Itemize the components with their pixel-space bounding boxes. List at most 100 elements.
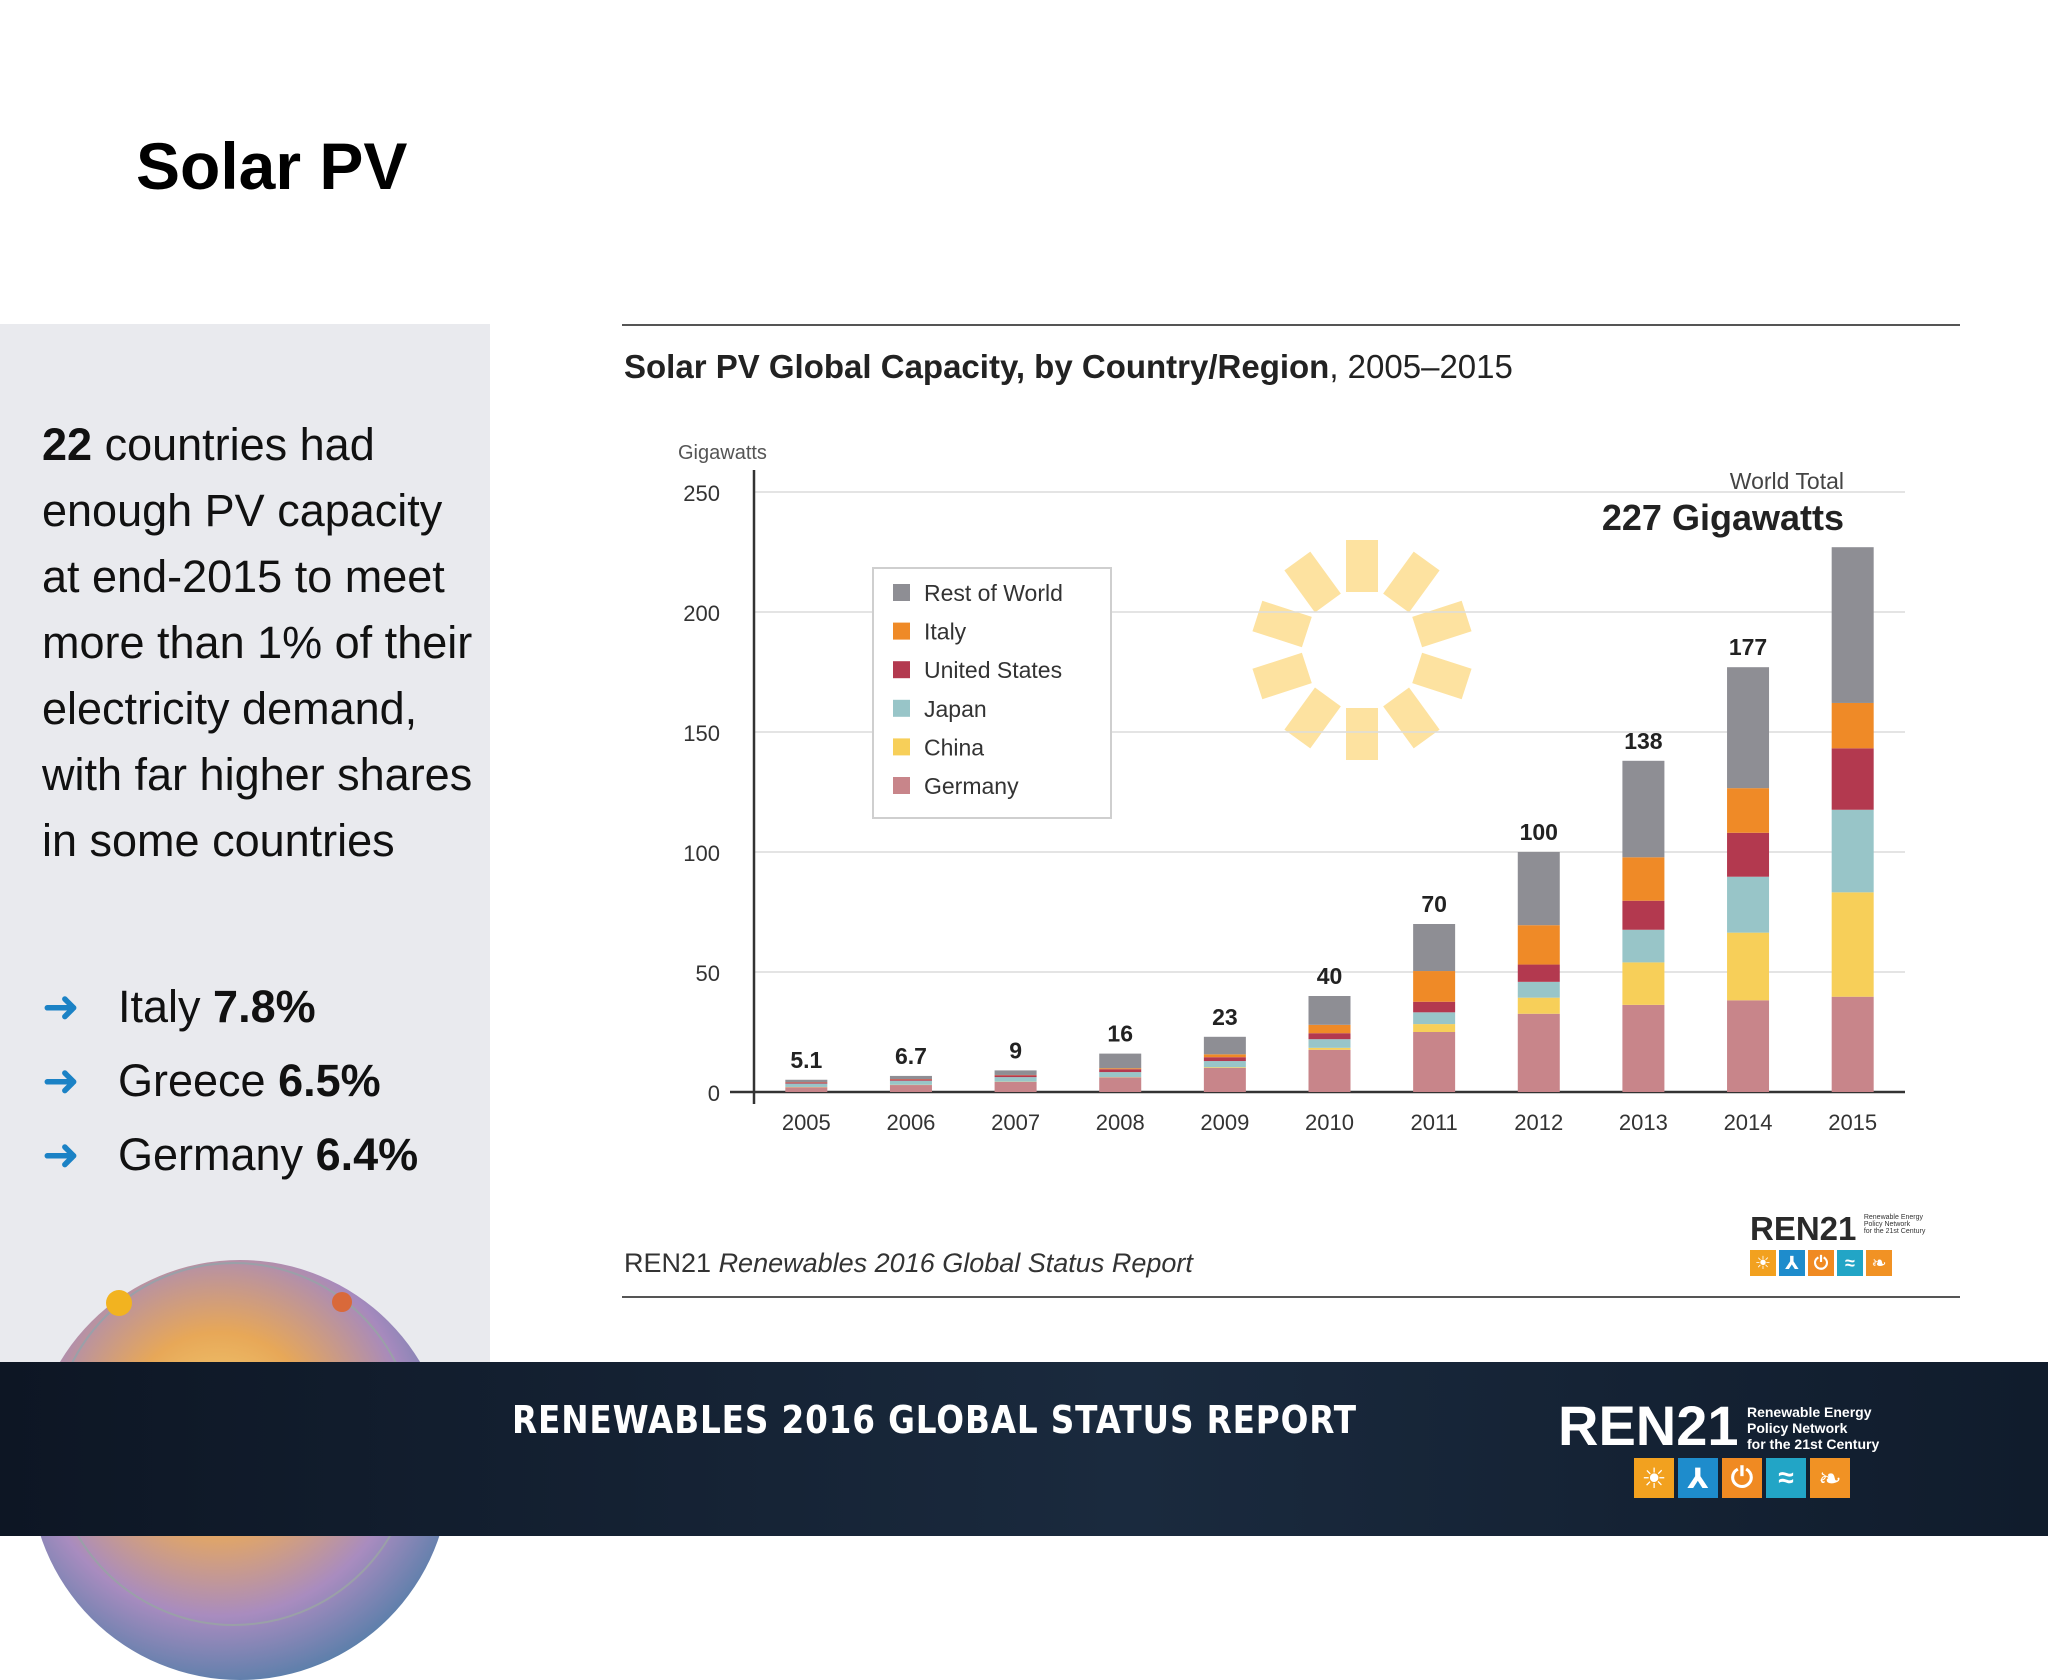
leaf-icon: ❧ xyxy=(1866,1250,1892,1276)
sun-ray-icon xyxy=(1252,653,1311,700)
x-tick-label: 2009 xyxy=(1200,1110,1249,1135)
sun-ray-icon xyxy=(1252,601,1311,648)
power-icon: ⏻ xyxy=(1808,1250,1834,1276)
source-org: REN21 xyxy=(624,1248,711,1278)
bar-total-label: 6.7 xyxy=(895,1043,927,1069)
logo-tiles: ☀⅄⏻≈❧ xyxy=(1634,1458,1879,1498)
sun-ray-icon xyxy=(1284,688,1340,749)
sun-ray-icon xyxy=(1412,601,1471,648)
bar-segment xyxy=(1622,761,1664,857)
bar-total-label: 16 xyxy=(1107,1021,1133,1047)
logo-tag-line: for the 21st Century xyxy=(1864,1228,1925,1235)
bar-segment xyxy=(995,1070,1037,1075)
wind-icon: ⅄ xyxy=(1779,1250,1805,1276)
bar-segment xyxy=(1727,833,1769,877)
bar-total-label: 23 xyxy=(1212,1004,1238,1030)
legend-label: Italy xyxy=(924,619,967,645)
water-icon: ≈ xyxy=(1837,1250,1863,1276)
logo-word: REN21 xyxy=(1558,1398,1739,1454)
bar-segment xyxy=(1099,1069,1141,1072)
bar-total-label: 40 xyxy=(1317,963,1343,989)
x-tick-label: 2012 xyxy=(1514,1110,1563,1135)
x-tick-label: 2005 xyxy=(782,1110,831,1135)
bar-segment xyxy=(785,1087,827,1092)
bar-segment xyxy=(1518,1014,1560,1092)
bar-segment xyxy=(1204,1067,1246,1068)
bar-segment xyxy=(1622,901,1664,930)
bar-segment xyxy=(1099,1054,1141,1069)
bar-segment xyxy=(1518,965,1560,982)
bar-segment xyxy=(785,1082,827,1083)
logo-word: REN21 xyxy=(1750,1210,1856,1248)
legend-swatch xyxy=(893,700,910,717)
bar-segment xyxy=(1518,998,1560,1014)
bar-segment xyxy=(890,1076,932,1079)
legend-swatch xyxy=(893,584,910,601)
bar-segment xyxy=(785,1080,827,1082)
y-tick-label: 50 xyxy=(696,961,720,986)
bar-segment xyxy=(1832,810,1874,893)
bar-segment xyxy=(1727,667,1769,788)
bar-segment xyxy=(1413,1024,1455,1032)
annotation-label: World Total xyxy=(1730,468,1844,494)
legend-swatch xyxy=(893,661,910,678)
legend-swatch xyxy=(893,623,910,640)
bar-segment xyxy=(1413,1002,1455,1013)
bar-segment xyxy=(1204,1054,1246,1057)
x-tick-label: 2011 xyxy=(1410,1110,1457,1135)
legend-label: United States xyxy=(924,657,1062,683)
annotation-value: 227 Gigawatts xyxy=(1602,497,1844,538)
bar-segment xyxy=(1204,1068,1246,1092)
bar-segment xyxy=(1832,703,1874,748)
bar-segment xyxy=(1622,1005,1664,1092)
bar-segment xyxy=(1727,1000,1769,1092)
bar-segment xyxy=(1832,892,1874,996)
chart-source: REN21 Renewables 2016 Global Status Repo… xyxy=(624,1248,1193,1279)
bar-segment xyxy=(1309,1025,1351,1033)
bar-segment xyxy=(995,1077,1037,1082)
bar-total-label: 138 xyxy=(1624,728,1663,754)
bar-segment xyxy=(995,1075,1037,1077)
sun-ray-icon xyxy=(1284,552,1340,613)
x-tick-label: 2006 xyxy=(886,1110,935,1135)
y-tick-label: 100 xyxy=(683,841,720,866)
sun-ray-icon xyxy=(1383,552,1439,613)
sun-ray-icon xyxy=(1346,540,1378,592)
bar-segment xyxy=(1727,877,1769,933)
logo-tagline: Renewable Energy Policy Network for the … xyxy=(1747,1404,1879,1452)
bar-segment xyxy=(1309,1033,1351,1039)
bar-segment xyxy=(1832,748,1874,809)
bar-segment xyxy=(1832,997,1874,1092)
bar-segment xyxy=(1622,962,1664,1004)
bar-segment xyxy=(1204,1057,1246,1061)
sun-ray-icon xyxy=(1346,708,1378,760)
bar-total-label: 70 xyxy=(1421,891,1447,917)
bar-segment xyxy=(1622,930,1664,963)
y-tick-label: 150 xyxy=(683,721,720,746)
bar-segment xyxy=(1309,996,1351,1025)
legend-swatch xyxy=(893,777,910,794)
bar-segment xyxy=(1413,971,1455,1002)
sun-ray-icon xyxy=(1383,688,1439,749)
bar-segment xyxy=(1518,925,1560,964)
y-tick-label: 0 xyxy=(708,1081,720,1106)
sun-ray-icon xyxy=(1412,653,1471,700)
y-tick-label: 200 xyxy=(683,601,720,626)
bar-segment xyxy=(890,1081,932,1085)
legend-label: China xyxy=(924,734,984,760)
logo-tiles: ☀⅄⏻≈❧ xyxy=(1750,1250,1925,1276)
bar-segment xyxy=(785,1084,827,1087)
y-tick-label: 250 xyxy=(683,481,720,506)
source-report: Renewables 2016 Global Status Report xyxy=(719,1248,1193,1278)
bar-segment xyxy=(1204,1061,1246,1067)
logo-tag-line: Policy Network xyxy=(1864,1221,1925,1228)
bar-segment xyxy=(1727,933,1769,1001)
logo-tag-line: for the 21st Century xyxy=(1747,1436,1879,1452)
legend-swatch xyxy=(893,738,910,755)
bar-segment xyxy=(1518,982,1560,998)
bar-segment xyxy=(1099,1077,1141,1092)
bar-segment xyxy=(1727,788,1769,833)
bar-total-label: 100 xyxy=(1520,819,1558,845)
chart-ren21-logo: REN21 Renewable Energy Policy Network fo… xyxy=(1750,1210,1925,1276)
chart-bottom-rule xyxy=(622,1296,1960,1298)
